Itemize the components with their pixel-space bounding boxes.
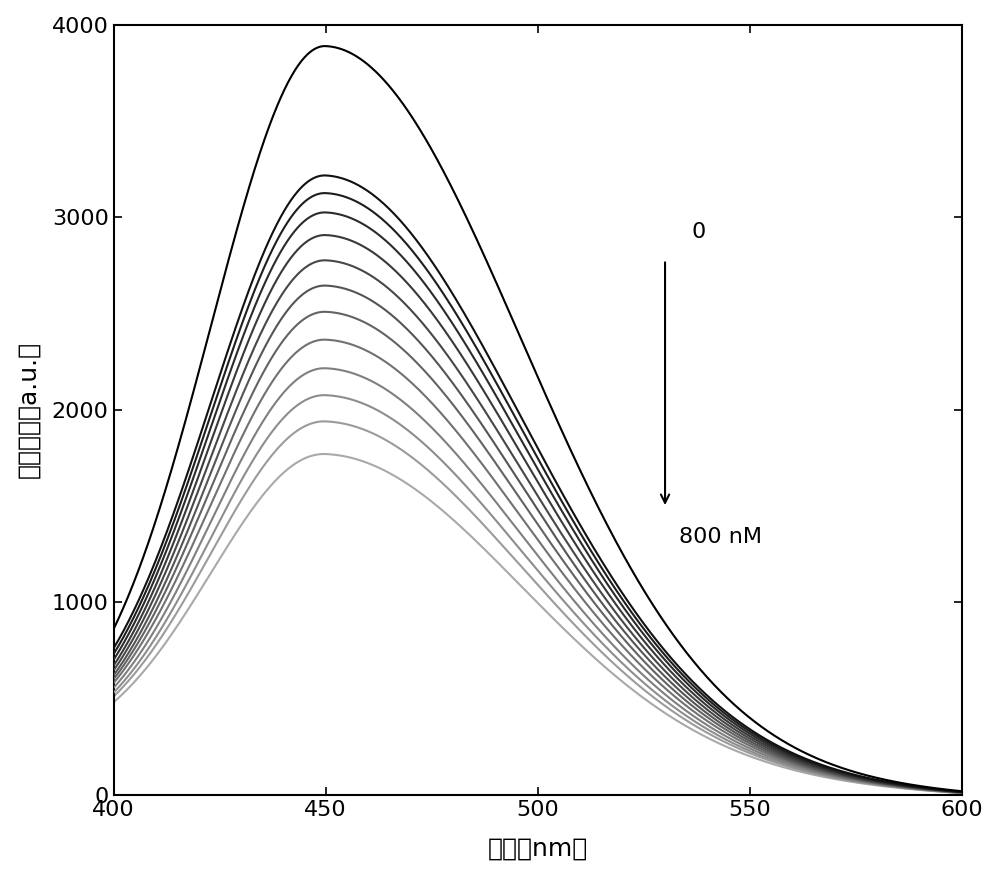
Y-axis label: 荧光强度（a.u.）: 荧光强度（a.u.） (17, 341, 41, 478)
X-axis label: 波长（nm）: 波长（nm） (488, 837, 588, 860)
Text: 800 nM: 800 nM (679, 527, 762, 547)
Text: 0: 0 (692, 222, 706, 242)
